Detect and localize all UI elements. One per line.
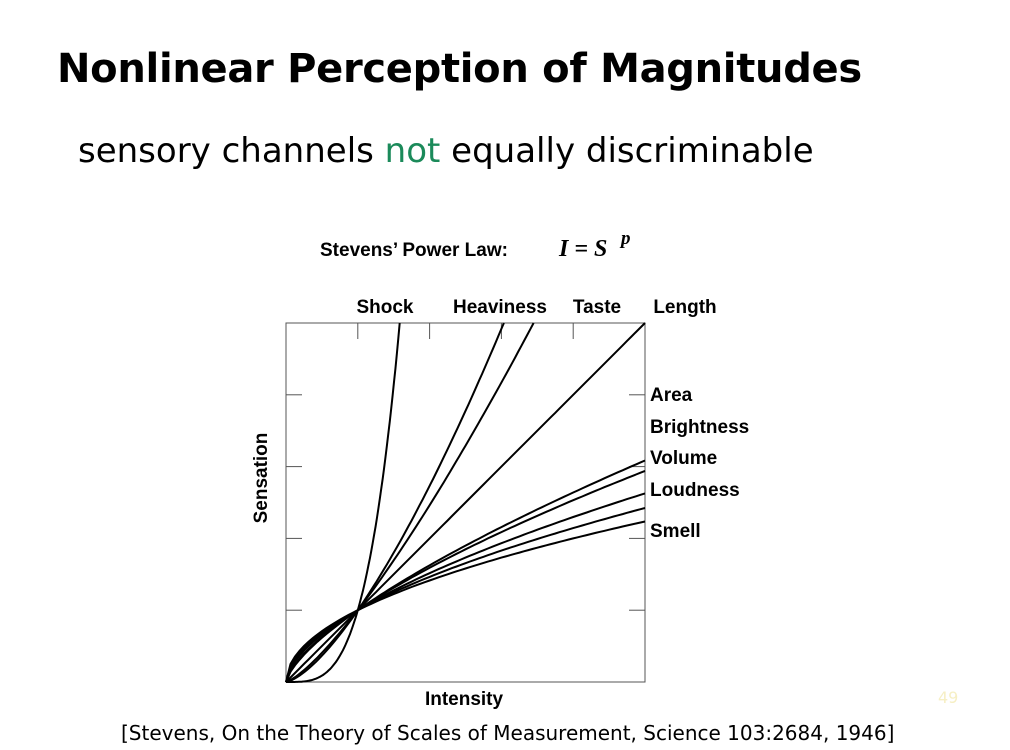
series-line-heaviness xyxy=(285,322,505,683)
series-label-heaviness: Heaviness xyxy=(453,297,547,318)
chart-formula-exponent: p xyxy=(619,228,631,249)
series-label-shock: Shock xyxy=(356,297,413,318)
subtitle-text-start: sensory channels xyxy=(78,131,385,171)
citation: [Stevens, On the Theory of Scales of Mea… xyxy=(121,721,895,745)
series-line-length xyxy=(285,322,646,683)
y-axis-label: Sensation xyxy=(251,433,272,524)
chart-title-text: Stevens’ Power Law: xyxy=(320,240,508,261)
slide-subtitle: sensory channels not equally discriminab… xyxy=(78,131,814,171)
plot-frame xyxy=(285,322,646,683)
chart-title: Stevens’ Power Law: I = S p xyxy=(320,228,631,262)
series-label-area: Area xyxy=(650,385,693,406)
series-label-brightness: Brightness xyxy=(650,417,749,438)
series-line-loudness xyxy=(285,469,646,683)
subtitle-highlight: not xyxy=(384,131,441,171)
series-label-taste: Taste xyxy=(573,297,621,318)
series-line-volume xyxy=(285,492,646,683)
series-line-taste xyxy=(285,322,535,683)
series-label-volume: Volume xyxy=(650,448,717,469)
page-number: 49 xyxy=(938,688,959,707)
series-line-shock xyxy=(286,322,401,683)
slide-title: Nonlinear Perception of Magnitudes xyxy=(57,46,862,92)
x-axis-label: Intensity xyxy=(425,689,504,710)
subtitle-text-end: equally discriminable xyxy=(440,131,814,171)
series-label-smell: Smell xyxy=(650,521,701,542)
axis-ticks xyxy=(286,323,645,611)
series-label-loudness: Loudness xyxy=(650,480,740,501)
series-line-smell xyxy=(285,507,646,683)
series-curves xyxy=(285,322,646,683)
series-label-length: Length xyxy=(653,297,716,318)
series-labels: Shock Heaviness Taste Length Area Brightness V… xyxy=(356,297,749,542)
chart-formula: I = S xyxy=(558,236,607,262)
